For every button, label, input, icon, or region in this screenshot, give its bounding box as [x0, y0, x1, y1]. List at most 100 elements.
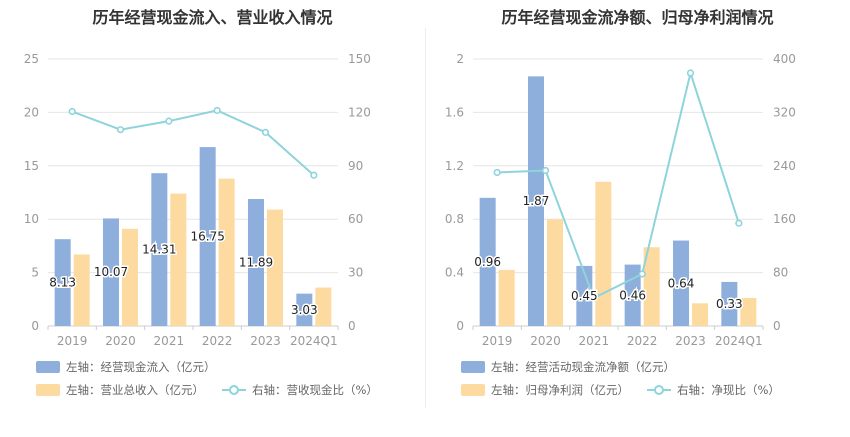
bar-value-label: 10.07 [94, 265, 128, 279]
legend-line-swatch [647, 385, 671, 395]
ratio-point [68, 107, 76, 116]
y-tick-label-left: 1.2 [445, 159, 464, 173]
legend-row: 左轴：经营活动现金流净额（亿元） [461, 359, 841, 375]
legend-label: 左轴：经营活动现金流净额（亿元） [491, 360, 675, 374]
y-tick-label-left: 15 [24, 159, 39, 173]
x-tick-label: 2021 [579, 334, 610, 348]
bar-value-label: 11.89 [239, 256, 273, 270]
ratio-line [71, 109, 315, 176]
legend-line-swatch [222, 385, 246, 395]
chart-title: 历年经营现金流净额、归母净利润情况 [501, 8, 774, 27]
ratio-point [590, 294, 598, 302]
y-tick-label-left: 10 [24, 212, 39, 226]
ratio-point [261, 128, 270, 136]
y-tick-label-right: 400 [773, 52, 796, 66]
x-tick-label: 2023 [250, 334, 281, 348]
x-tick-label: 2020 [105, 334, 136, 348]
legend-label: 右轴：净现比（%） [677, 383, 780, 397]
bar-value-label: 8.13 [49, 276, 76, 290]
y-tick-label-right: 60 [348, 212, 363, 226]
y-tick-label-left: 2 [456, 52, 464, 66]
ratio-point [310, 171, 318, 179]
x-tick-label: 2020 [530, 334, 561, 348]
legend-swatch [36, 361, 60, 373]
bar-primary [296, 293, 313, 326]
bar-value-label: 0.96 [474, 255, 501, 269]
ratio-point [541, 166, 550, 175]
legend-swatch [461, 384, 485, 396]
chart-title: 历年经营现金流入、营业收入情况 [92, 8, 333, 27]
y-tick-label-right: 80 [773, 266, 788, 280]
bar-secondary [267, 209, 283, 326]
bar-primary [151, 173, 168, 326]
bar-value-label: 14.31 [142, 243, 176, 257]
bar-secondary [122, 228, 138, 326]
chart-panel-right: 历年经营现金流净额、归母净利润情况 0 0 0.4 80 0.8 160 1.2 240 1.6… [425, 0, 850, 437]
bar-primary [479, 197, 496, 326]
bar-primary [673, 240, 689, 326]
bar-value-label: 16.75 [190, 230, 224, 244]
bar-secondary [547, 219, 563, 326]
legend-label: 左轴：营业总收入（亿元） [66, 383, 204, 397]
y-tick-label-right: 30 [348, 266, 363, 280]
bar-value-label: 0.46 [619, 288, 646, 302]
legend-swatch [461, 361, 485, 373]
x-tick-label: 2019 [57, 334, 88, 348]
bar-value-label: 0.45 [571, 289, 598, 303]
y-tick-label-left: 0.4 [445, 266, 464, 280]
x-tick-label: 2024Q1 [715, 334, 763, 348]
chart-panel-left: 历年经营现金流入、营业收入情况 0 0 5 30 10 60 15 90 20 120 25 150 2… [24, 8, 416, 398]
ratio-point [638, 270, 646, 278]
bar-secondary [595, 181, 612, 326]
ratio-point [165, 117, 173, 125]
x-tick-label: 2022 [202, 334, 233, 348]
bar-secondary [73, 254, 90, 326]
legend-label: 左轴：归母净利润（亿元） [491, 383, 629, 397]
bar-value-label: 3.03 [291, 303, 318, 317]
ratio-line [497, 69, 740, 300]
ratio-point [493, 168, 501, 177]
bar-primary [528, 76, 544, 326]
y-tick-label-left: 25 [24, 52, 39, 66]
bar-secondary [692, 303, 708, 326]
bar-secondary [218, 178, 235, 326]
bar-value-label: 0.33 [716, 297, 743, 311]
bar-secondary [498, 269, 515, 326]
ratio-point [735, 219, 743, 227]
bar-secondary [315, 287, 332, 326]
legend-row: 左轴：营业总收入（亿元） 右轴：营收现金比（%） [36, 382, 416, 398]
chart-plot-right: 0 0 0.4 80 0.8 160 1.2 240 1.6 320 2 400 2019 2020 202… [445, 52, 796, 348]
bar-primary [54, 239, 71, 326]
y-tick-label-left: 20 [24, 105, 39, 119]
legend-swatch [36, 384, 60, 396]
y-tick-label-left: 0.8 [445, 212, 464, 226]
y-tick-label-right: 0 [773, 319, 781, 333]
y-tick-label-left: 5 [31, 266, 39, 280]
y-tick-label-left: 0 [456, 319, 464, 333]
y-tick-label-right: 150 [348, 52, 371, 66]
chart-plot-left: 0 0 5 30 10 60 15 90 20 120 25 150 2019 2020 2021 2022 2… [24, 52, 371, 348]
bar-primary [103, 218, 119, 326]
x-tick-label: 2019 [482, 334, 513, 348]
y-tick-label-right: 160 [773, 212, 796, 226]
x-tick-label: 2024Q1 [290, 334, 338, 348]
y-tick-label-right: 0 [348, 319, 356, 333]
ratio-point [686, 69, 695, 77]
y-tick-label-left: 0 [31, 319, 39, 333]
y-tick-label-right: 240 [773, 159, 796, 173]
bar-value-label: 1.87 [523, 194, 550, 208]
bar-primary [721, 281, 738, 326]
bar-value-label: 0.64 [668, 276, 695, 290]
x-tick-label: 2023 [675, 334, 706, 348]
bar-primary [248, 199, 264, 326]
ratio-point [116, 126, 125, 134]
y-tick-label-right: 320 [773, 105, 796, 119]
y-tick-label-right: 90 [348, 159, 363, 173]
x-tick-label: 2021 [154, 334, 185, 348]
panel-divider [425, 28, 426, 408]
bar-secondary [740, 297, 757, 326]
legend-row: 左轴：经营现金流入（亿元） [36, 359, 416, 375]
ratio-point [213, 106, 221, 115]
bar-primary [199, 147, 216, 326]
legend-label: 右轴：营收现金比（%） [252, 383, 378, 397]
